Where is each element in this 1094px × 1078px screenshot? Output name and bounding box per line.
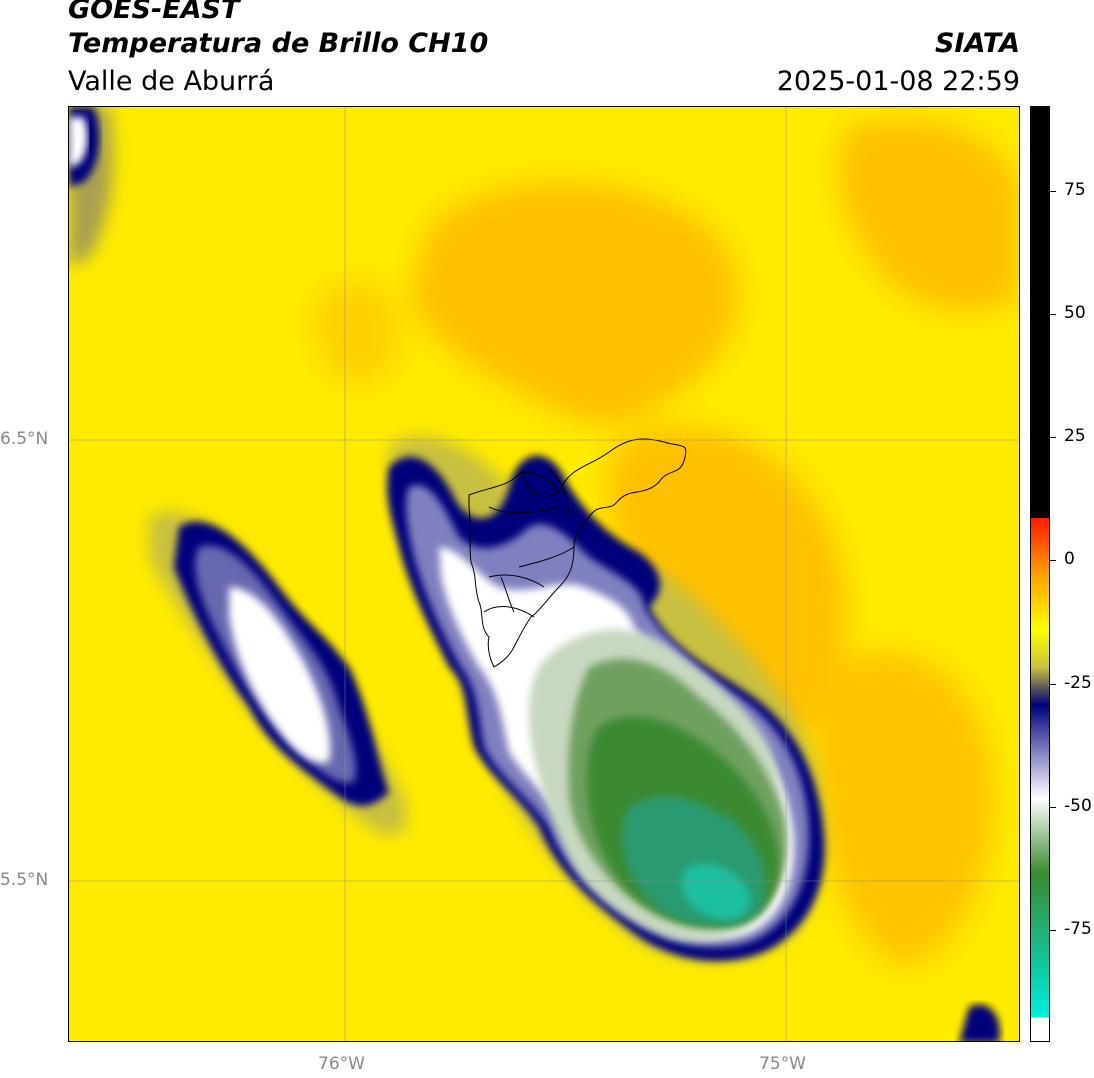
warm-regions — [314, 119, 1019, 967]
satellite-map[interactable] — [68, 106, 1020, 1042]
colorbar-tick — [1050, 684, 1056, 685]
colorbar-tick — [1050, 807, 1056, 808]
municipal-boundaries — [468, 438, 687, 668]
colorbar-tick — [1050, 437, 1056, 438]
cloud-west — [174, 521, 389, 806]
colorbar-label-minus-75: -75 — [1064, 919, 1092, 939]
colorbar-label-minus-50: -50 — [1064, 796, 1092, 816]
colorbar-label-75: 75 — [1064, 180, 1086, 200]
lon-label-76: 76°W — [318, 1054, 365, 1074]
graticule — [69, 107, 1019, 1041]
region-subtitle: Valle de Aburrá — [68, 66, 275, 97]
cloud-northwest — [69, 107, 100, 187]
colorbar-tick — [1050, 560, 1056, 561]
satellite-title: GOES-EAST — [68, 0, 240, 25]
cloud-central — [387, 455, 825, 961]
colorbar-tick — [1050, 930, 1056, 931]
agency-label: SIATA — [934, 28, 1020, 59]
colorbar-label-0: 0 — [1064, 549, 1075, 569]
lat-label-5-5: 5.5°N — [0, 870, 49, 890]
lon-label-75: 75°W — [759, 1054, 806, 1074]
colorbar-label-25: 25 — [1064, 426, 1086, 446]
colorbar-label-50: 50 — [1064, 303, 1086, 323]
lat-label-6-5: 6.5°N — [0, 429, 49, 449]
colorbar-tick — [1050, 191, 1056, 192]
colorbar-tick — [1050, 314, 1056, 315]
product-title: Temperatura de Brillo CH10 — [68, 28, 489, 59]
datetime-label: 2025-01-08 22:59 — [776, 66, 1020, 97]
map-canvas — [69, 107, 1019, 1041]
colorbar-label-minus-25: -25 — [1064, 673, 1092, 693]
cloud-southeast — [959, 1004, 1000, 1041]
colorbar — [1030, 106, 1050, 1042]
